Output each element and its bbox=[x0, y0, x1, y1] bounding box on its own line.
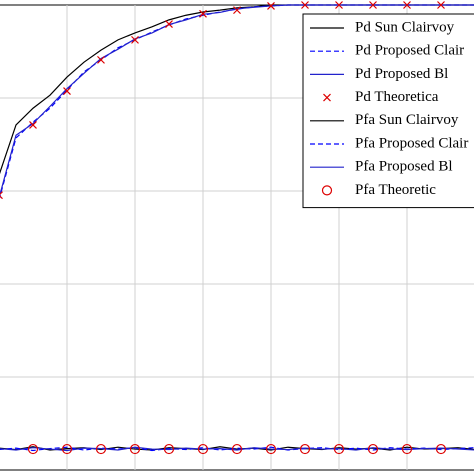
marker bbox=[163, 443, 175, 455]
marker bbox=[129, 443, 141, 455]
marker bbox=[197, 443, 209, 455]
legend-marker bbox=[321, 185, 333, 196]
marker bbox=[0, 191, 3, 200]
legend-label: Pd Proposed Clair bbox=[355, 43, 464, 59]
marker bbox=[401, 443, 413, 455]
marker bbox=[333, 443, 345, 455]
legend-label: Pfa Proposed Bl bbox=[355, 159, 453, 175]
marker bbox=[335, 1, 343, 9]
marker bbox=[403, 1, 411, 9]
marker bbox=[265, 443, 277, 455]
marker bbox=[97, 55, 105, 64]
marker bbox=[165, 20, 173, 28]
marker bbox=[61, 443, 73, 455]
marker bbox=[27, 443, 39, 455]
marker bbox=[299, 443, 311, 455]
legend-marker bbox=[323, 93, 331, 102]
legend-label: Pd Proposed Bl bbox=[355, 66, 448, 82]
legend-box bbox=[302, 13, 474, 209]
marker bbox=[367, 443, 379, 455]
legend: Pd Sun Clairvoy Pd Proposed Clair Pd Propo… bbox=[302, 13, 474, 209]
legend-label: Pfa Sun Clairvoy bbox=[355, 112, 459, 128]
marker bbox=[301, 1, 309, 9]
marker bbox=[435, 443, 447, 455]
marker bbox=[369, 1, 377, 9]
marker bbox=[267, 2, 275, 10]
marker bbox=[63, 87, 71, 95]
marker bbox=[131, 35, 139, 44]
marker bbox=[231, 443, 243, 455]
legend-label: Pfa Theoretic bbox=[355, 182, 436, 198]
marker bbox=[95, 443, 107, 455]
line bbox=[0, 446, 474, 452]
marker bbox=[199, 9, 207, 18]
legend-label: Pd Theoretica bbox=[355, 89, 439, 105]
legend-label: Pd Sun Clairvoy bbox=[355, 19, 455, 35]
marker bbox=[29, 121, 37, 129]
line bbox=[0, 4, 474, 197]
marker bbox=[437, 1, 445, 9]
legend-label: Pfa Proposed Clair bbox=[355, 135, 468, 151]
marker bbox=[233, 6, 241, 15]
